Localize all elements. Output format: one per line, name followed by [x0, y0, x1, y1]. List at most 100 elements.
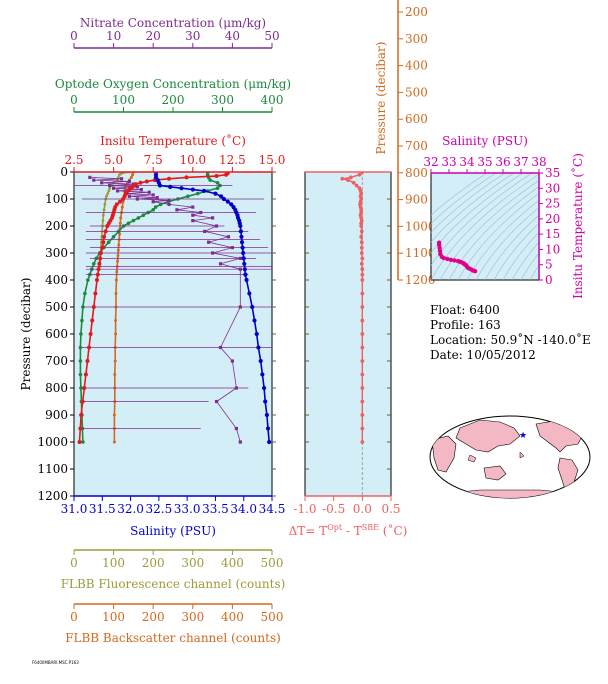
oxygen-series-point — [111, 235, 116, 239]
delta-series-point — [360, 372, 365, 377]
nitrate-series-point — [191, 213, 195, 217]
nitrate-series-point — [92, 178, 96, 182]
float-location: Location: 50.9˚N -140.0˚E — [430, 333, 591, 347]
ts-temperature-tick-label: 20 — [545, 212, 560, 226]
salinity-series-point — [256, 345, 261, 350]
temperature-series-point — [105, 224, 110, 228]
fluorescence-series-point — [118, 173, 121, 177]
ts-density-contour — [484, 214, 539, 280]
nitrate-series-point — [203, 229, 207, 233]
backscatter-tick-label: 500 — [261, 610, 284, 624]
temperature-tick-label: 2.5 — [64, 153, 83, 167]
nitrate-series-point — [214, 224, 219, 228]
temperature-series-point — [94, 278, 99, 282]
oxygen-tick-label: 100 — [112, 93, 135, 107]
salinity-series-point — [238, 229, 243, 234]
oxygen-series-point — [80, 318, 84, 323]
oxygen-series-point — [186, 194, 190, 199]
ts-salinity-tick-label: 38 — [531, 155, 546, 169]
ts-density-contour — [529, 264, 539, 280]
ts-density-contour — [475, 207, 539, 280]
backscatter-series-point — [114, 319, 118, 322]
ts-density-contour — [448, 186, 539, 280]
nitrate-series-point — [151, 200, 155, 204]
nitrate-series-point — [234, 426, 238, 431]
delta-series-point — [348, 175, 353, 180]
ts-temperature-tick-label: 0 — [545, 273, 553, 287]
nitrate-series-point — [211, 251, 215, 255]
ts-density-contour — [466, 199, 539, 280]
salinity-series-point — [242, 261, 247, 266]
backscatter-series-point — [116, 259, 120, 263]
nitrate-series-point — [238, 267, 242, 271]
salinity-series-point — [242, 267, 247, 272]
temperature-series-point — [100, 245, 105, 250]
ts-density-contour — [431, 173, 488, 216]
pressure-tick-label: 1200 — [37, 489, 68, 503]
ts-density-contour — [511, 241, 539, 280]
delta-series-point — [360, 440, 365, 444]
oxygen-series-point — [151, 208, 155, 212]
pressure-tick-label: 300 — [45, 246, 68, 260]
fluorescence-axis-title: FLBB Fluorescence channel (counts) — [61, 577, 286, 591]
nitrate-series-point — [191, 219, 195, 223]
backscatter-tick-label: 400 — [221, 610, 244, 624]
temperature-series-point — [138, 180, 143, 185]
oxygen-series-point — [208, 178, 212, 182]
nitrate-series-point — [135, 185, 139, 189]
footer-code: F6400MBARI.MSC.P163 — [32, 660, 79, 665]
oxygen-series-point — [86, 278, 90, 282]
temperature-series-point — [91, 305, 96, 309]
oxygen-series-point — [205, 172, 210, 177]
ts-series-point — [452, 258, 457, 263]
backscatter-series-point — [114, 332, 118, 336]
salinity-series-point — [179, 186, 184, 191]
delta-series-point — [360, 318, 365, 323]
temperature-series-point — [83, 372, 88, 377]
backscatter-series-point — [118, 221, 122, 225]
nitrate-series-point — [112, 186, 116, 190]
temperature-axis-title: Insitu Temperature (˚C) — [100, 133, 246, 148]
pressure-tick-label: 1100 — [37, 462, 68, 476]
nitrate-series-point — [191, 205, 195, 209]
backscatter-series-point — [118, 232, 122, 236]
map-continent-asia — [455, 419, 521, 453]
backscatter-series-point — [121, 200, 125, 204]
delta-series-point — [360, 267, 365, 272]
nitrate-series-point — [119, 177, 124, 181]
nitrate-tick-label: 30 — [185, 29, 200, 43]
oxygen-series-point — [79, 332, 83, 336]
delta-series-point — [360, 426, 365, 431]
temperature-series-point — [87, 345, 92, 350]
nitrate-series-point — [230, 246, 234, 250]
oxygen-series-point — [126, 221, 131, 226]
temperature-series-point — [144, 179, 149, 184]
salinity-series-point — [244, 277, 249, 283]
delta-tick-label: -1.0 — [293, 502, 316, 516]
oxygen-series-point — [83, 291, 87, 296]
delta-series-point — [360, 256, 365, 261]
ts-series-point — [445, 256, 450, 262]
pressure-tick-label: 0 — [60, 165, 68, 179]
nitrate-series-point — [175, 208, 179, 212]
fluorescence-tick-label: 300 — [181, 556, 204, 570]
nitrate-series-point — [127, 179, 132, 184]
temperature-series-point — [93, 291, 98, 296]
backscatter-series-point — [114, 278, 118, 282]
salinity-tick-label: 32.5 — [145, 502, 172, 516]
ts-temperature-tick-label: 35 — [545, 166, 560, 180]
temperature-series-point — [101, 240, 106, 245]
nitrate-tick-label: 10 — [106, 29, 121, 43]
salinity-series-point — [267, 439, 272, 445]
temperature-tick-label: 10.0 — [179, 153, 206, 167]
backscatter-series-point — [131, 173, 135, 177]
nitrate-series-point — [139, 187, 143, 192]
salinity-series-point — [240, 245, 245, 250]
nitrate-series-point — [218, 262, 223, 266]
ts-salinity-tick-label: 32 — [423, 155, 438, 169]
salinity-series-point — [157, 183, 163, 188]
delta-series-point — [359, 234, 364, 239]
backscatter-series-point — [113, 359, 117, 363]
oxygen-tick-label: 400 — [261, 93, 284, 107]
salinity-tick-label: 32.0 — [117, 502, 144, 516]
